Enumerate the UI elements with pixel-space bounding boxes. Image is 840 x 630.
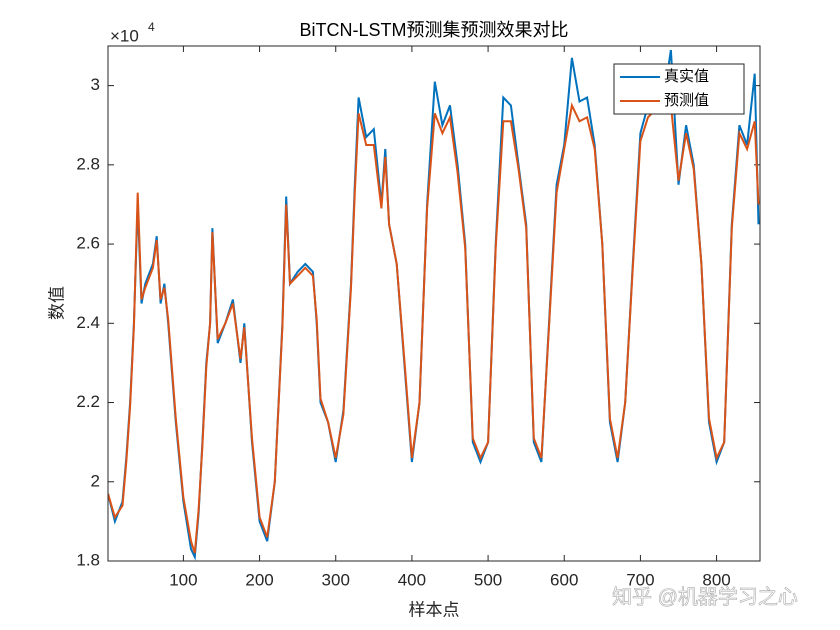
legend-box <box>613 63 745 115</box>
y-axis-label: 数值 <box>47 286 66 320</box>
y-tick-label: 2.8 <box>76 154 100 173</box>
x-tick-label: 600 <box>550 570 578 589</box>
x-tick-label: 500 <box>474 570 502 589</box>
y-tick-label: 2.2 <box>76 392 100 411</box>
y-tick-label: 1.8 <box>76 550 100 569</box>
x-tick-label: 700 <box>626 570 654 589</box>
y-tick-label: 2.4 <box>76 313 100 332</box>
legend-label: 预测值 <box>664 92 709 109</box>
x-tick-label: 400 <box>398 570 426 589</box>
watermark: 知乎 @机器学习之心 <box>612 585 798 608</box>
x-tick-label: 800 <box>702 570 730 589</box>
axes-box <box>107 45 761 562</box>
y-exponent-base: ×10 <box>110 26 139 45</box>
x-axis-label: 样本点 <box>409 600 460 619</box>
y-tick-label: 3 <box>91 75 100 94</box>
x-tick-label: 300 <box>322 570 350 589</box>
chart-title: BiTCN-LSTM预测集预测效果对比 <box>300 20 569 40</box>
y-exponent-power: 4 <box>148 20 155 34</box>
legend-label: 真实值 <box>664 67 709 85</box>
y-tick-label: 2.6 <box>76 234 100 253</box>
x-tick-label: 100 <box>169 570 197 589</box>
x-tick-label: 200 <box>245 570 273 589</box>
data-line <box>108 102 760 554</box>
y-tick-label: 2 <box>91 471 100 490</box>
